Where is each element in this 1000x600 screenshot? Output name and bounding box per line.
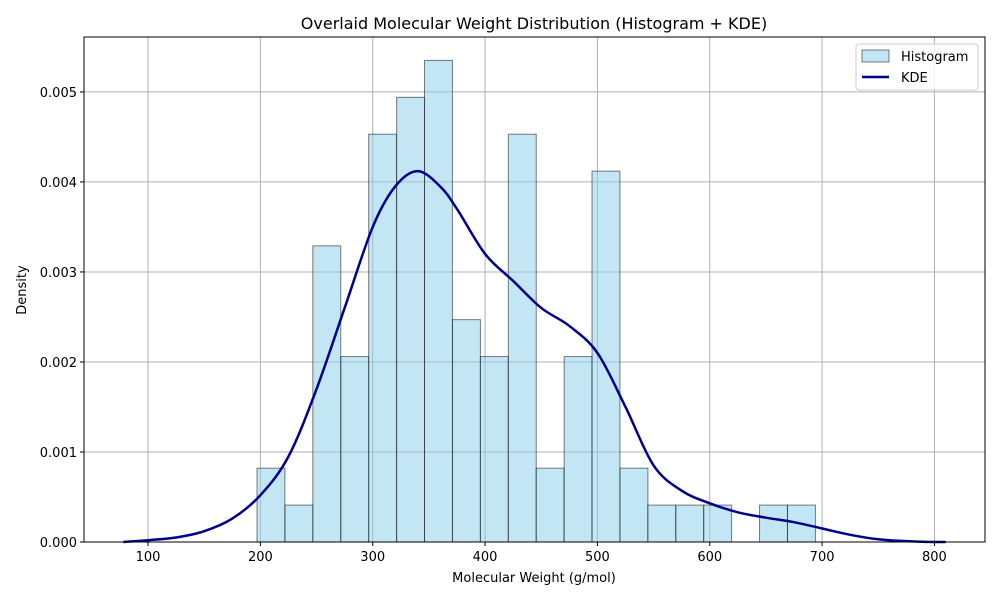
x-tick-label: 100 <box>136 550 161 565</box>
x-tick-label: 500 <box>585 550 610 565</box>
histogram-bar <box>563 356 593 543</box>
y-tick-label: 0.001 <box>40 446 77 461</box>
histogram-bar <box>759 504 788 543</box>
histogram-bar <box>451 319 481 543</box>
histogram-bar <box>507 133 537 543</box>
y-tick-label: 0.000 <box>40 536 77 551</box>
chart-title: Overlaid Molecular Weight Distribution (… <box>301 14 767 33</box>
kde-line <box>123 169 946 544</box>
y-tick-label: 0.004 <box>40 176 77 191</box>
y-tick-label: 0.003 <box>40 266 77 281</box>
histogram-bar <box>675 504 705 543</box>
x-tick-label: 200 <box>248 550 273 565</box>
plot-frame <box>83 36 986 543</box>
y-tick-label: 0.005 <box>40 86 77 101</box>
y-tick-label: 0.002 <box>40 356 77 371</box>
histogram-bar <box>368 133 398 543</box>
histogram-bar <box>424 59 453 543</box>
histogram-bar <box>284 504 314 543</box>
legend-histogram-label: Histogram <box>901 50 968 65</box>
x-tick-label: 800 <box>922 550 947 565</box>
kde-series <box>123 169 946 544</box>
x-tick-label: 700 <box>810 550 835 565</box>
legend: Histogram KDE <box>855 43 979 91</box>
histogram-bar <box>619 467 649 543</box>
histogram-bar <box>591 170 621 543</box>
histogram-bar <box>396 96 426 543</box>
axis-ticks: 100 200 300 400 500 600 700 800 0.000 0.001 0.002 0… <box>40 86 947 565</box>
x-tick-label: 400 <box>473 550 498 565</box>
histogram-bar <box>312 245 342 543</box>
legend-histogram-swatch <box>861 49 890 63</box>
x-tick-label: 600 <box>697 550 722 565</box>
histogram-bar <box>340 356 370 543</box>
legend-kde-label: KDE <box>901 71 928 86</box>
histogram-bar <box>256 467 286 543</box>
x-axis-label: Molecular Weight (g/mol) <box>452 571 616 586</box>
histogram-bar <box>647 504 677 543</box>
x-tick-label: 300 <box>360 550 385 565</box>
histogram-bar <box>535 467 565 543</box>
histogram-bar <box>479 356 509 543</box>
y-axis-label: Density <box>15 265 30 315</box>
